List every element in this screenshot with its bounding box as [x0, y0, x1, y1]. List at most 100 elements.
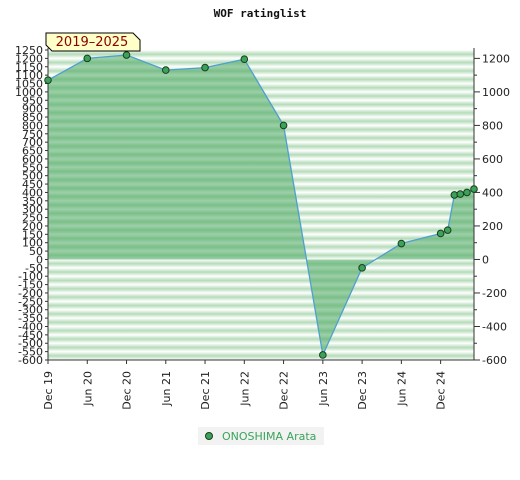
- background-band: [48, 276, 474, 285]
- left-tick-label: -600: [18, 354, 43, 367]
- right-tick-label: 1000: [482, 86, 510, 99]
- left-tick-label: -100: [18, 270, 43, 283]
- data-point: [240, 55, 249, 64]
- x-tick-label: Dec 24: [435, 371, 448, 410]
- background-band: [48, 343, 474, 352]
- background-band: [48, 50, 474, 59]
- data-point: [436, 229, 445, 238]
- right-tick-label: 800: [482, 119, 503, 132]
- data-point: [463, 188, 471, 197]
- x-tick-label: Dec 23: [356, 371, 369, 410]
- x-tick-label: Jun 23: [317, 371, 330, 407]
- data-point: [456, 190, 465, 198]
- data-point: [201, 63, 209, 72]
- legend-marker: [205, 432, 213, 440]
- background-band: [48, 259, 474, 268]
- data-point: [122, 51, 131, 59]
- data-point: [279, 121, 288, 130]
- x-tick-label: Dec 22: [278, 371, 291, 410]
- background-band: [48, 334, 474, 344]
- right-tick-label: 0: [482, 253, 489, 266]
- left-tick-label: 700: [22, 136, 43, 149]
- left-tick-label: -500: [18, 337, 43, 350]
- right-tick-label: -200: [482, 287, 507, 300]
- left-tick-label: -150: [18, 279, 43, 292]
- data-point: [358, 264, 366, 272]
- background-band: [48, 301, 474, 310]
- left-tick-label: 100: [22, 237, 43, 250]
- background-band: [48, 351, 474, 360]
- left-tick-label: 950: [22, 94, 43, 107]
- x-tick-label: Dec 19: [42, 371, 55, 410]
- background-band: [48, 66, 474, 76]
- right-y-axis-ticks: 1200 1000 800 600 400 200 0 -200 -400 -600: [474, 52, 510, 367]
- series-points: [44, 51, 478, 359]
- left-tick-label: -200: [18, 287, 43, 300]
- data-point: [470, 185, 478, 193]
- x-tick-label: Jun 24: [395, 371, 408, 407]
- left-tick-label: -550: [18, 346, 43, 359]
- right-tick-label: 200: [482, 220, 503, 233]
- background-band: [48, 309, 474, 319]
- legend[interactable]: ONOSHIMA Arata: [198, 427, 324, 445]
- background-band: [48, 284, 474, 293]
- background-band: [48, 318, 474, 327]
- left-tick-label: 400: [22, 186, 43, 199]
- background-band: [48, 326, 474, 335]
- left-tick-label: 500: [22, 170, 43, 183]
- x-tick-label: Jun 21: [160, 371, 173, 407]
- left-tick-label: 350: [22, 195, 43, 208]
- left-tick-label: -50: [25, 262, 43, 275]
- data-point: [44, 76, 52, 84]
- x-tick-label: Jun 22: [238, 371, 251, 407]
- left-tick-label: 1250: [15, 44, 43, 57]
- right-tick-label: 1200: [482, 52, 510, 65]
- left-tick-label: 1150: [15, 61, 43, 74]
- left-tick-label: 300: [22, 203, 43, 216]
- data-point: [443, 226, 452, 234]
- x-tick-label: Jun 20: [81, 371, 94, 407]
- background-band: [48, 267, 474, 277]
- left-tick-label: 1200: [15, 52, 43, 65]
- right-tick-label: 600: [482, 153, 503, 166]
- left-tick-label: 0: [36, 253, 43, 266]
- background-band: [48, 75, 474, 84]
- left-tick-label: 850: [22, 111, 43, 124]
- left-tick-label: -400: [18, 320, 43, 333]
- left-tick-label: -300: [18, 304, 43, 317]
- left-tick-label: -250: [18, 295, 43, 308]
- x-tick-label: Dec 20: [121, 371, 134, 410]
- period-badge-box: [45, 32, 141, 52]
- left-tick-label: 550: [22, 161, 43, 174]
- x-tick-label: Dec 21: [199, 371, 212, 410]
- left-tick-label: 650: [22, 145, 43, 158]
- left-tick-label: 1050: [15, 78, 43, 91]
- left-tick-label: 900: [22, 103, 43, 116]
- data-point: [83, 54, 92, 63]
- left-tick-label: 250: [22, 212, 43, 225]
- left-tick-label: 1100: [15, 69, 43, 82]
- left-tick-label: 800: [22, 119, 43, 132]
- left-tick-label: 600: [22, 153, 43, 166]
- left-tick-label: 200: [22, 220, 43, 233]
- left-tick-label: 450: [22, 178, 43, 191]
- left-tick-label: 150: [22, 228, 43, 241]
- data-point: [397, 239, 406, 248]
- period-badge: 2019–2025: [45, 32, 141, 52]
- right-tick-label: 400: [482, 186, 503, 199]
- series-area-fill: [48, 55, 474, 355]
- legend-box: [198, 427, 324, 445]
- left-tick-label: -450: [18, 329, 43, 342]
- left-tick-label: 750: [22, 128, 43, 141]
- background-band: [48, 292, 474, 302]
- period-badge-label: 2019–2025: [56, 35, 129, 50]
- right-tick-label: -600: [482, 354, 507, 367]
- data-point: [161, 66, 170, 74]
- x-axis-ticks: Dec 19 Jun 20 Dec 20 Jun 21 Dec 21 Jun 22 Dec …: [42, 360, 448, 410]
- data-point: [319, 351, 327, 359]
- left-tick-label: 50: [29, 245, 43, 258]
- legend-series-name: ONOSHIMA Arata: [222, 430, 316, 443]
- background-band: [48, 58, 474, 67]
